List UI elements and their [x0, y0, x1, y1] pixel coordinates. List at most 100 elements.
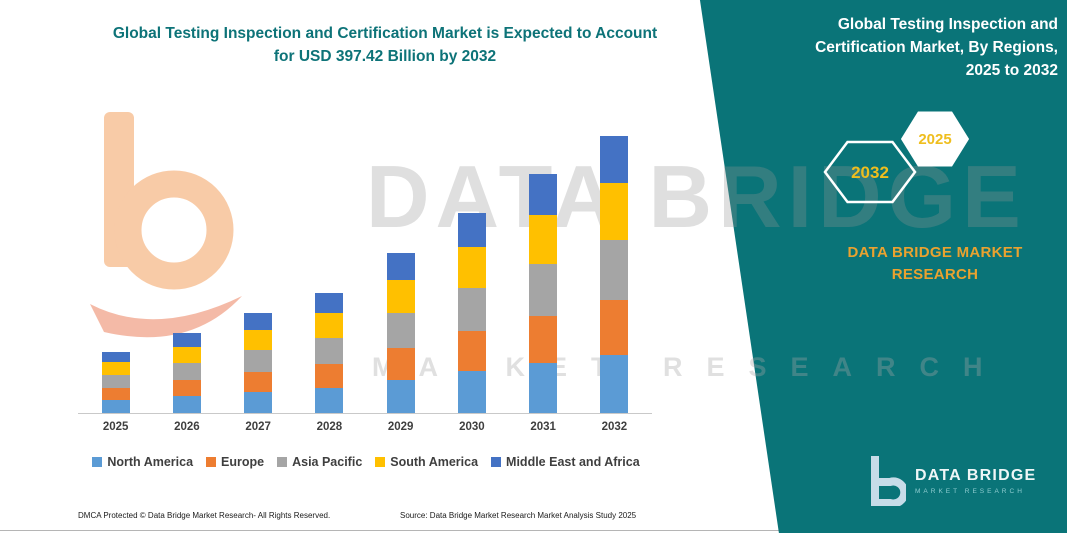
bar-segment-2031-europe	[529, 315, 558, 364]
logo-name: DATA BRIDGE	[915, 467, 1037, 484]
bar-segment-2030-europe	[457, 331, 486, 372]
bar-segment-2032-asia-pacific	[600, 239, 629, 300]
bar-2029	[386, 113, 415, 413]
legend-item-south-america: South America	[375, 455, 478, 469]
bottom-divider	[0, 530, 1067, 531]
bar-segment-2028-europe	[315, 363, 344, 388]
bar-plot	[80, 113, 650, 413]
bar-segment-2031-middle-east-and-africa	[529, 174, 558, 215]
bar-segment-2027-asia-pacific	[244, 350, 273, 373]
bar-segment-2032-middle-east-and-africa	[600, 135, 629, 183]
bar-segment-2029-south-america	[386, 279, 415, 313]
bar-2030	[457, 113, 486, 413]
panel-title: Global Testing Inspection and Certificat…	[762, 13, 1058, 82]
panel-brand-line1: DATA BRIDGE MARKET	[847, 244, 1023, 261]
bar-segment-2027-europe	[244, 372, 273, 393]
chart-headline-line1: Global Testing Inspection and Certificat…	[112, 25, 658, 42]
x-axis-labels: 2025 2026 2027 2028 2029 2030 2031 2032	[80, 421, 650, 437]
chart-headline-line2: for USD 397.42 Billion by 2032	[273, 48, 497, 65]
bar-segment-2027-middle-east-and-africa	[244, 312, 273, 330]
bar-segment-2032-south-america	[600, 182, 629, 240]
bar-2032	[600, 113, 629, 413]
year-hexagons: 2032 2025	[812, 100, 992, 215]
x-axis-line	[78, 413, 652, 414]
dbmr-logo-icon	[871, 456, 906, 506]
x-tick-2027: 2027	[245, 421, 271, 433]
legend-item-middle-east-and-africa: Middle East and Africa	[491, 455, 640, 469]
bar-segment-2029-middle-east-and-africa	[386, 252, 415, 280]
bar-segment-2030-north-america	[457, 371, 486, 413]
bar-segment-2029-asia-pacific	[386, 312, 415, 348]
legend-item-asia-pacific: Asia Pacific	[277, 455, 362, 469]
bar-2028	[315, 113, 344, 413]
legend-label-north-america: North America	[107, 455, 194, 469]
bar-2031	[529, 113, 558, 413]
legend-item-europe: Europe	[206, 455, 264, 469]
hexagon-2025	[900, 111, 970, 167]
bar-segment-2029-europe	[386, 347, 415, 380]
x-tick-2030: 2030	[459, 421, 485, 433]
bar-segment-2026-asia-pacific	[172, 363, 201, 381]
legend-swatch-north-america	[92, 457, 103, 467]
bar-segment-2025-asia-pacific	[101, 374, 130, 389]
bar-segment-2026-south-america	[172, 346, 201, 363]
panel-brand-line2: RESEARCH	[891, 266, 979, 283]
bar-segment-2030-asia-pacific	[457, 287, 486, 332]
legend-item-north-america: North America	[92, 455, 193, 469]
bar-segment-2029-north-america	[386, 379, 415, 413]
bar-segment-2028-south-america	[315, 313, 344, 338]
copyright-text: DMCA Protected © Data Bridge Market Rese…	[78, 511, 331, 520]
bar-segment-2025-south-america	[101, 362, 130, 375]
legend-swatch-south-america	[375, 457, 386, 467]
panel-brand-text: DATA BRIDGE MARKET RESEARCH	[828, 242, 1042, 286]
x-tick-2032: 2032	[601, 421, 628, 433]
bar-2027	[244, 113, 273, 413]
chart-headline: Global Testing Inspection and Certificat…	[60, 22, 710, 68]
panel-title-line1: Global Testing Inspection and	[837, 16, 1058, 33]
bar-segment-2032-europe	[600, 299, 629, 356]
bar-segment-2032-north-america	[600, 355, 629, 413]
bar-segment-2030-middle-east-and-africa	[457, 212, 486, 247]
hexagon-2032	[823, 140, 917, 204]
bar-segment-2027-south-america	[244, 329, 273, 351]
bar-segment-2025-europe	[101, 388, 130, 401]
dbmr-logo: DATA BRIDGE MARKET RESEARCH	[866, 456, 1036, 506]
x-tick-2029: 2029	[387, 421, 414, 433]
bar-segment-2028-north-america	[315, 387, 344, 413]
x-tick-2031: 2031	[530, 421, 556, 433]
bar-segment-2026-north-america	[172, 396, 201, 413]
logo-subtitle: MARKET RESEARCH	[915, 488, 1025, 495]
stacked-bar-chart: 2025 2026 2027 2028 2029 2030 2031 2032 North A…	[78, 113, 652, 483]
hexagon-2032-year: 2032	[851, 163, 889, 182]
bar-segment-2026-europe	[172, 380, 201, 397]
legend-swatch-middle-east-and-africa	[491, 457, 502, 467]
legend-label-south-america: South America	[390, 455, 479, 469]
bar-2025	[101, 113, 130, 413]
legend-swatch-asia-pacific	[277, 457, 288, 467]
bar-2026	[172, 113, 201, 413]
dbmr-logo-text: DATA BRIDGE MARKET RESEARCH	[915, 467, 1036, 495]
bar-segment-2028-middle-east-and-africa	[315, 292, 344, 314]
legend-swatch-europe	[206, 457, 217, 467]
bar-segment-2025-north-america	[101, 400, 130, 413]
bar-segment-2031-south-america	[529, 215, 558, 265]
chart-legend: North America Europe Asia Pacific South Ame…	[60, 455, 672, 469]
source-text: Source: Data Bridge Market Research Mark…	[400, 511, 637, 520]
bar-segment-2028-asia-pacific	[315, 337, 344, 364]
hexagon-2025-year: 2025	[918, 131, 951, 148]
bar-segment-2030-south-america	[457, 246, 486, 288]
panel-title-line3: 2025 to 2032	[965, 62, 1058, 79]
bar-segment-2025-middle-east-and-africa	[101, 351, 130, 363]
x-tick-2028: 2028	[316, 421, 343, 433]
bar-segment-2031-asia-pacific	[529, 264, 558, 316]
bar-segment-2026-middle-east-and-africa	[172, 332, 201, 347]
bar-segment-2027-north-america	[244, 392, 273, 413]
panel-title-line2: Certification Market, By Regions,	[815, 39, 1058, 56]
legend-label-middle-east-and-africa: Middle East and Africa	[506, 455, 640, 469]
legend-label-asia-pacific: Asia Pacific	[292, 455, 363, 469]
dbmr-logo-watermark	[90, 112, 242, 338]
legend-label-europe: Europe	[221, 455, 265, 469]
bar-segment-2031-north-america	[529, 363, 558, 413]
x-tick-2025: 2025	[102, 421, 129, 433]
